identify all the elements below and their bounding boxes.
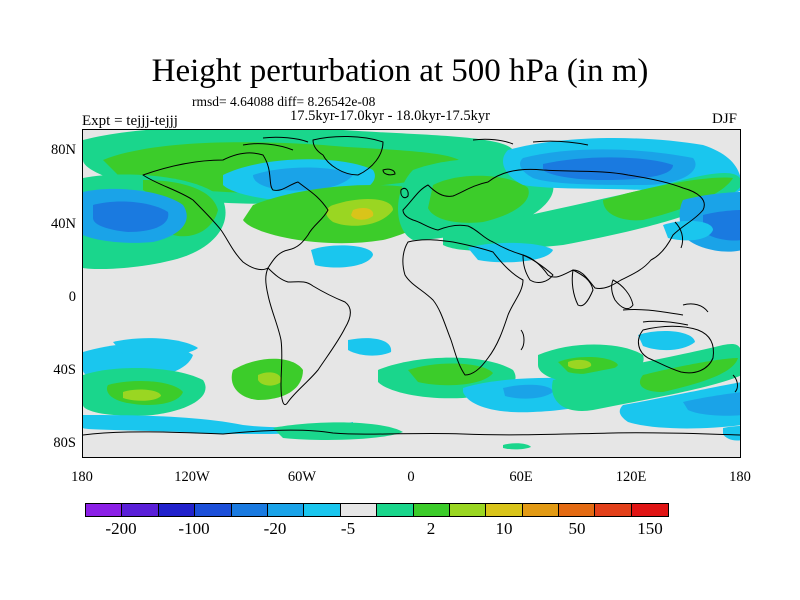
madagascar-coastline: [520, 329, 525, 351]
experiment-label: Expt = tejjj-tejjj: [82, 113, 178, 129]
map-frame: [82, 129, 741, 458]
colorbar-swatch: [158, 504, 196, 516]
south-america-positive-core: [258, 372, 282, 386]
north-america-coastline: [142, 152, 329, 271]
east-asia-positive-core: [603, 177, 733, 221]
colorbar-label: 10: [495, 519, 513, 538]
lon-label-0: 0: [407, 469, 415, 485]
north-america-negative-core: [253, 167, 353, 191]
colorbar-swatch: [559, 504, 596, 516]
colorbar-swatch: [340, 504, 378, 516]
southern-ocean-positive-strip: [273, 422, 403, 440]
eurasia-positive-core: [428, 175, 529, 223]
colorbar-swatch: [449, 504, 487, 516]
lat-label-80s: 80S: [53, 435, 76, 451]
lon-label-60e: 60E: [509, 469, 533, 485]
colorbar: [85, 503, 670, 517]
colorbar-swatch: [595, 504, 632, 516]
lon-label-180-west: 180: [71, 469, 93, 485]
lat-label-equator: 0: [68, 289, 76, 305]
southern-ocean-negative-east-core: [683, 392, 740, 416]
iceland-coastline: [382, 168, 396, 176]
southeast-asia-coastline: [611, 279, 634, 310]
colorbar-swatch: [631, 504, 669, 516]
lat-label-80n: 80N: [51, 142, 76, 158]
india-coastline: [571, 269, 594, 307]
colorbar-label: -200: [105, 519, 137, 538]
south-america-coastline: [265, 267, 351, 406]
colorbar-label: 150: [637, 519, 663, 538]
period-text: 17.5kyr-17.0kyr - 18.0kyr-17.5kyr: [290, 108, 490, 124]
australia-coastline: [637, 325, 714, 374]
africa-coastline: [402, 239, 524, 376]
arctic-islands-coastline: [242, 136, 589, 151]
australia-negative: [638, 330, 695, 351]
greenland-coastline: [312, 135, 384, 176]
southern-ocean-negative-east: [619, 382, 740, 429]
colorbar-label: -5: [340, 519, 356, 538]
colorbar-label: 2: [426, 519, 436, 538]
south-indian-peak: [568, 359, 592, 369]
south-pacific-negative-east: [113, 338, 198, 356]
north-pacific-negative-right-core: [703, 210, 740, 241]
colorbar-swatch: [413, 504, 450, 516]
colorbar-swatch: [267, 504, 305, 516]
south-atlantic-negative-north: [348, 338, 392, 356]
lat-label-40n: 40N: [51, 216, 76, 232]
colorbar-label: 50: [568, 519, 586, 538]
southern-ocean-small-positive: [503, 443, 531, 450]
far-southeast-negative: [723, 426, 740, 441]
north-pacific-negative-core: [93, 201, 169, 232]
lon-label-60w: 60W: [287, 469, 317, 485]
colorbar-label: -20: [263, 519, 287, 538]
colorbar-swatch: [486, 504, 523, 516]
season-label: DJF: [712, 111, 738, 127]
new-zealand-coastline: [732, 374, 738, 393]
lon-label-120w: 120W: [174, 469, 210, 485]
colorbar-swatch: [304, 504, 341, 516]
eurasia-coastline: [402, 168, 705, 289]
southeast-pacific-positive-core: [639, 358, 738, 392]
south-atlantic-positive-core: [408, 363, 493, 386]
uk-coastline: [400, 187, 409, 199]
japan-coastline: [674, 221, 684, 249]
colorbar-swatch: [195, 504, 232, 516]
colorbar-swatch: [231, 504, 268, 516]
central-asia-negative: [468, 242, 553, 263]
south-indian-negative-core: [503, 384, 553, 399]
south-pacific-peak: [123, 389, 161, 401]
colorbar-swatch: [122, 504, 159, 516]
lat-label-40s: 40S: [53, 362, 76, 378]
north-atlantic-peak: [351, 208, 374, 220]
colorbar-swatch: [522, 504, 560, 516]
colorbar-swatch: [86, 504, 123, 516]
northeast-asia-negative-core: [543, 157, 673, 180]
stats-text: rmsd= 4.64088 diff= 8.26542e-08: [192, 94, 376, 109]
indonesia-coastline: [622, 303, 709, 326]
colorbar-swatch: [377, 504, 414, 516]
tropical-atlantic-negative: [311, 245, 373, 268]
lon-label-120e: 120E: [615, 469, 647, 485]
colorbar-label: -100: [178, 519, 210, 538]
map-title: Height perturbation at 500 hPa (in m): [151, 53, 649, 89]
west-pacific-negative: [663, 220, 713, 241]
lon-label-180-east: 180: [729, 469, 751, 485]
height-perturbation-map: [83, 130, 740, 450]
arabia-coastline: [522, 254, 554, 283]
antarctica-coastline: [83, 429, 740, 436]
